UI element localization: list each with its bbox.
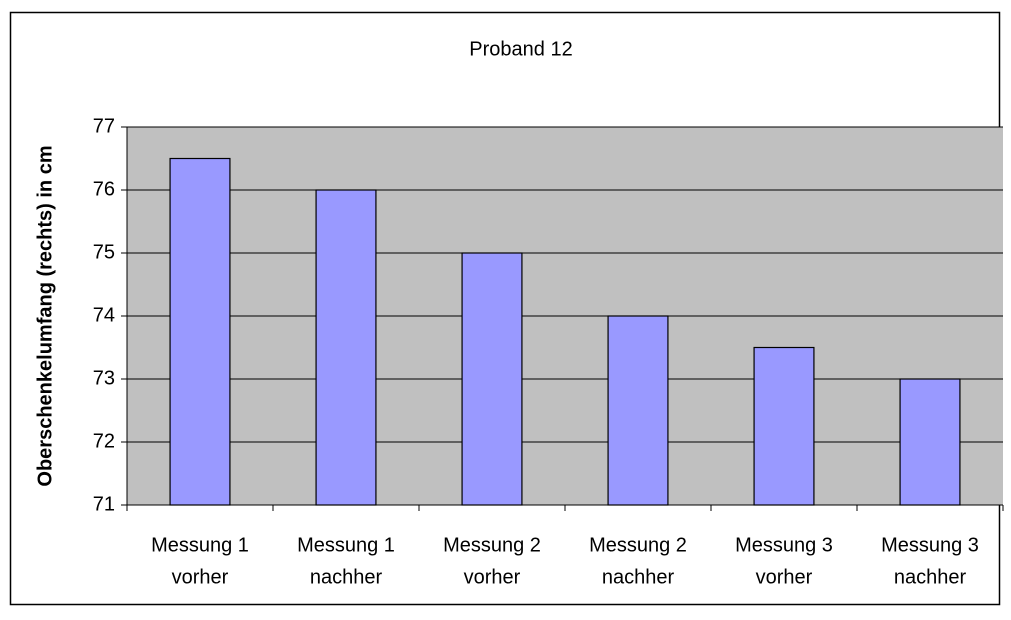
bar bbox=[461, 252, 523, 506]
x-tick-label: vorher bbox=[464, 566, 521, 588]
x-tick-label: Messung 3 bbox=[881, 534, 979, 556]
y-tick-label: 75 bbox=[93, 241, 115, 263]
x-tick-label: nachher bbox=[602, 566, 675, 588]
y-axis-label: Oberschenkelumfang (rechts) in cm bbox=[34, 145, 56, 486]
x-tick-label: Messung 1 bbox=[297, 534, 395, 556]
x-tick-label: Messung 3 bbox=[735, 534, 833, 556]
x-tick-label: nachher bbox=[310, 566, 383, 588]
bar bbox=[607, 315, 669, 506]
y-tick-label: 76 bbox=[93, 178, 115, 200]
y-tick-label: 72 bbox=[93, 430, 115, 452]
bar bbox=[315, 189, 377, 506]
bar bbox=[899, 378, 961, 506]
x-tick-label: vorher bbox=[172, 566, 229, 588]
bar bbox=[169, 157, 231, 506]
y-tick-label: 71 bbox=[93, 493, 115, 515]
chart-title: Proband 12 bbox=[469, 38, 572, 60]
x-tick-label: Messung 1 bbox=[151, 534, 249, 556]
x-tick-label: Messung 2 bbox=[589, 534, 687, 556]
y-tick-label: 74 bbox=[93, 304, 115, 326]
bar bbox=[753, 346, 815, 506]
x-tick-label: Messung 2 bbox=[443, 534, 541, 556]
y-tick-label: 73 bbox=[93, 367, 115, 389]
y-tick-label: 77 bbox=[93, 115, 115, 137]
x-tick-label: nachher bbox=[894, 566, 967, 588]
x-tick-label: vorher bbox=[756, 566, 813, 588]
